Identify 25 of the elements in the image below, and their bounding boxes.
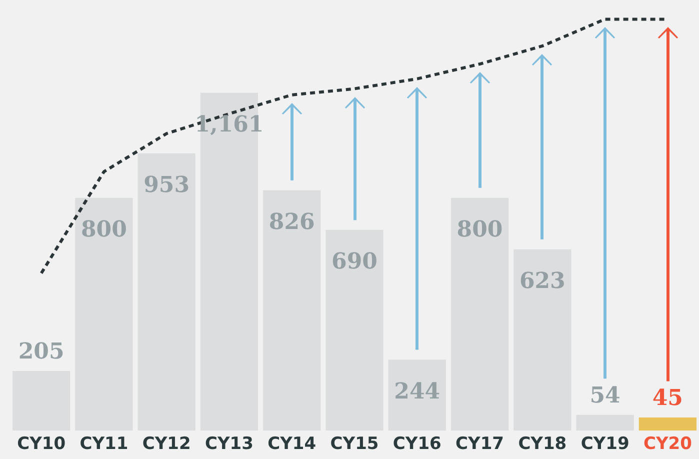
bar <box>138 153 196 431</box>
data-label: 54 <box>590 382 620 409</box>
bar <box>638 418 696 431</box>
bar <box>75 198 133 431</box>
data-label: 205 <box>18 338 64 365</box>
x-tick-label: CY11 <box>80 434 128 454</box>
data-label: 826 <box>268 208 315 235</box>
x-tick-label: CY13 <box>205 434 254 454</box>
data-label: 690 <box>332 248 378 275</box>
x-tick-label: CY15 <box>330 434 379 454</box>
x-tick-label: CY19 <box>580 434 630 454</box>
data-label: 244 <box>394 378 440 404</box>
x-tick-label: CY16 <box>392 434 442 454</box>
x-tick-label: CY18 <box>518 434 567 454</box>
data-label: 45 <box>652 385 683 412</box>
x-tick-label: CY20 <box>643 434 692 454</box>
data-label: 800 <box>80 216 127 243</box>
x-tick-label: CY10 <box>17 434 66 454</box>
x-tick-label: CY12 <box>142 434 191 454</box>
data-label: 1,161 <box>194 112 264 138</box>
x-tick-label: CY17 <box>456 434 504 454</box>
data-label: 623 <box>519 268 566 294</box>
x-tick-label: CY14 <box>268 434 316 454</box>
data-label: 953 <box>144 172 190 198</box>
data-label: 800 <box>456 216 503 243</box>
